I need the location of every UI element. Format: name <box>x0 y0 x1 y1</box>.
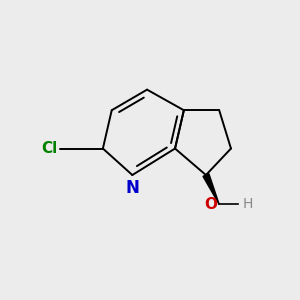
Text: O: O <box>205 197 218 212</box>
Text: N: N <box>125 179 139 197</box>
Polygon shape <box>203 174 219 205</box>
Text: Cl: Cl <box>41 141 57 156</box>
Text: H: H <box>243 197 253 212</box>
